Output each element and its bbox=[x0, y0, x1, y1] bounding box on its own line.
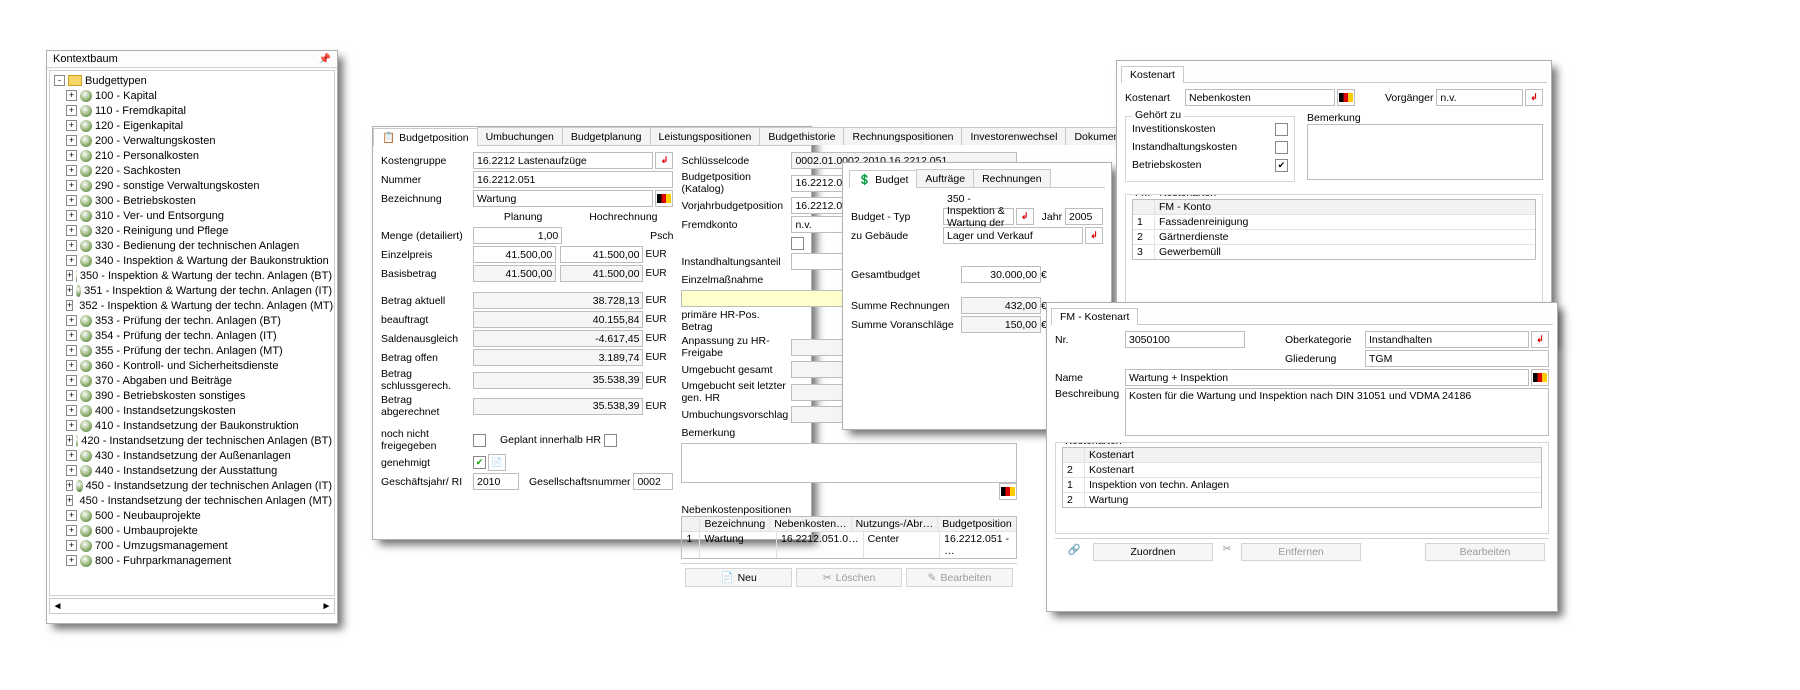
bez-field[interactable]: Wartung bbox=[473, 190, 653, 207]
budgetpos-panel: 📋BudgetpositionUmbuchungenBudgetplanungL… bbox=[372, 126, 812, 540]
tree-item[interactable]: 120 - Eigenkapital bbox=[52, 118, 334, 133]
geb-pick-icon[interactable]: ↲ bbox=[1085, 227, 1103, 244]
tree-title: Kontextbaum bbox=[53, 53, 118, 65]
tree-item[interactable]: 370 - Abgaben und Beiträge bbox=[52, 373, 334, 388]
tree-item[interactable]: 220 - Sachkosten bbox=[52, 163, 334, 178]
tree-item[interactable]: 600 - Umbauprojekte bbox=[52, 523, 334, 538]
chk-nicht-freigegeben[interactable] bbox=[473, 434, 486, 447]
tree-panel: Kontextbaum 📌 Budgettypen 100 - Kapital1… bbox=[46, 50, 338, 624]
tab-budgetplanung[interactable]: Budgetplanung bbox=[562, 127, 651, 145]
genehmigt-info-icon[interactable]: 📄 bbox=[488, 454, 506, 471]
oberkat-pick-icon[interactable]: ↲ bbox=[1531, 331, 1549, 348]
tree-item[interactable]: 700 - Umzugsmanagement bbox=[52, 538, 334, 553]
tree-item[interactable]: 200 - Verwaltungskosten bbox=[52, 133, 334, 148]
tree-item[interactable]: 100 - Kapital bbox=[52, 88, 334, 103]
tab-investorenwechsel[interactable]: Investorenwechsel bbox=[961, 127, 1066, 145]
table-row[interactable]: 1Fassadenreinigung bbox=[1133, 215, 1535, 230]
budgetpos-tabs: 📋BudgetpositionUmbuchungenBudgetplanungL… bbox=[373, 127, 811, 146]
tree-item[interactable]: 330 - Bedienung der technischen Anlagen bbox=[52, 238, 334, 253]
tab-aufträge[interactable]: Aufträge bbox=[916, 169, 974, 187]
tree-item[interactable]: 440 - Instandsetzung der Ausstattung bbox=[52, 463, 334, 478]
tree-item[interactable]: 450 - Instandsetzung der technischen Anl… bbox=[52, 478, 334, 493]
tree-item[interactable]: 450 - Instandsetzung der technischen Anl… bbox=[52, 493, 334, 508]
table-row[interactable]: 1Inspektion von techn. Anlagen bbox=[1063, 478, 1541, 493]
tree-item[interactable]: 420 - Instandsetzung der technischen Anl… bbox=[52, 433, 334, 448]
tree-item[interactable]: 340 - Inspektion & Wartung der Baukonstr… bbox=[52, 253, 334, 268]
pin-icon[interactable]: 📌 bbox=[319, 54, 331, 65]
budget-tabs: 💲BudgetAufträgeRechnungen bbox=[849, 169, 1105, 188]
entfernen-button[interactable]: Entfernen bbox=[1241, 543, 1361, 561]
typ-pick-icon[interactable]: ↲ bbox=[1016, 208, 1034, 225]
chk-small[interactable] bbox=[791, 237, 804, 250]
chk-invest[interactable] bbox=[1275, 123, 1288, 136]
tab-umbuchungen[interactable]: Umbuchungen bbox=[477, 127, 563, 145]
chk-genehmigt[interactable]: ✔ bbox=[473, 456, 486, 469]
tree-root[interactable]: Budgettypen bbox=[52, 73, 334, 88]
zuordnen-button[interactable]: Zuordnen bbox=[1093, 543, 1213, 561]
tree-item[interactable]: 430 - Instandsetzung der Außenanlagen bbox=[52, 448, 334, 463]
tab-rechnungen[interactable]: Rechnungen bbox=[973, 169, 1051, 187]
fmk-bearbeiten-button[interactable]: Bearbeiten bbox=[1425, 543, 1545, 561]
tree-item[interactable]: 110 - Fremdkapital bbox=[52, 103, 334, 118]
tree-item[interactable]: 310 - Ver- und Entsorgung bbox=[52, 208, 334, 223]
tab-budget[interactable]: 💲Budget bbox=[849, 170, 917, 188]
bemerkung-flag-icon[interactable] bbox=[999, 483, 1017, 500]
kt-table[interactable]: Kostenart 2Kostenart1Inspektion von tech… bbox=[1062, 447, 1542, 508]
tree-item[interactable]: 355 - Prüfung der techn. Anlagen (MT) bbox=[52, 343, 334, 358]
chk-betrieb[interactable]: ✔ bbox=[1275, 159, 1288, 172]
tree-header: Kontextbaum 📌 bbox=[47, 51, 337, 68]
tree-item[interactable]: 390 - Betriebskosten sonstiges bbox=[52, 388, 334, 403]
ka-bemerkung-area[interactable] bbox=[1307, 124, 1543, 180]
tab-kostenart[interactable]: Kostenart bbox=[1121, 66, 1184, 83]
tree-item[interactable]: 800 - Fuhrparkmanagement bbox=[52, 553, 334, 568]
bemerkung-area[interactable] bbox=[681, 443, 1016, 483]
tree-item[interactable]: 300 - Betriebskosten bbox=[52, 193, 334, 208]
tab-budgetposition[interactable]: 📋Budgetposition bbox=[373, 128, 478, 146]
neu-button[interactable]: 📄Neu bbox=[685, 568, 791, 587]
bearbeiten-button[interactable]: ✎Bearbeiten bbox=[906, 568, 1012, 587]
tree-item[interactable]: 410 - Instandsetzung der Baukonstruktion bbox=[52, 418, 334, 433]
tree-item[interactable]: 353 - Prüfung der techn. Anlagen (BT) bbox=[52, 313, 334, 328]
table-row[interactable]: 2Kostenart bbox=[1063, 463, 1541, 478]
tree-scroll-x[interactable]: ◄► bbox=[49, 598, 335, 614]
fmkostenart-panel: FM - Kostenart Nr. 3050100 Oberkategorie… bbox=[1046, 302, 1558, 612]
nummer-field[interactable]: 16.2212.051 bbox=[473, 171, 673, 188]
chk-instand[interactable] bbox=[1275, 141, 1288, 154]
tab-budgethistorie[interactable]: Budgethistorie bbox=[759, 127, 844, 145]
table-row[interactable]: 3Gewerbemüll bbox=[1133, 245, 1535, 259]
tree-item[interactable]: 350 - Inspektion & Wartung der techn. An… bbox=[52, 268, 334, 283]
tree-item[interactable]: 352 - Inspektion & Wartung der techn. An… bbox=[52, 298, 334, 313]
table-row[interactable]: 2Wartung bbox=[1063, 493, 1541, 507]
vorg-pick-icon[interactable]: ↲ bbox=[1525, 89, 1543, 106]
tree-item[interactable]: 210 - Personalkosten bbox=[52, 148, 334, 163]
tab-fmkostenart[interactable]: FM - Kostenart bbox=[1051, 308, 1138, 325]
tree-item[interactable]: 360 - Kontroll- und Sicherheitsdienste bbox=[52, 358, 334, 373]
ka-flag-icon[interactable] bbox=[1337, 89, 1355, 106]
chk-geplant-hr[interactable] bbox=[604, 434, 617, 447]
tree-item[interactable]: 500 - Neubauprojekte bbox=[52, 508, 334, 523]
nk-table[interactable]: BezeichnungNebenkosten…Nutzungs-/Abr…Bud… bbox=[681, 516, 1016, 559]
table-row[interactable]: 2Gärtnerdienste bbox=[1133, 230, 1535, 245]
kostengruppe-field[interactable]: 16.2212 Lastenaufzüge bbox=[473, 152, 653, 169]
fm-table[interactable]: FM - Konto 1Fassadenreinigung2Gärtnerdie… bbox=[1132, 199, 1536, 260]
tree-item[interactable]: 354 - Prüfung der techn. Anlagen (IT) bbox=[52, 328, 334, 343]
kg-pick-icon[interactable]: ↲ bbox=[655, 152, 673, 169]
tree-item[interactable]: 320 - Reinigung und Pflege bbox=[52, 223, 334, 238]
tab-leistungspositionen[interactable]: Leistungspositionen bbox=[650, 127, 761, 145]
tree-item[interactable]: 400 - Instandsetzungskosten bbox=[52, 403, 334, 418]
flag-icon[interactable] bbox=[655, 190, 673, 207]
tree-item[interactable]: 290 - sonstige Verwaltungskosten bbox=[52, 178, 334, 193]
tree-body[interactable]: Budgettypen 100 - Kapital110 - Fremdkapi… bbox=[49, 70, 335, 596]
tab-rechnungspositionen[interactable]: Rechnungspositionen bbox=[843, 127, 962, 145]
tree-item[interactable]: 351 - Inspektion & Wartung der techn. An… bbox=[52, 283, 334, 298]
loeschen-button[interactable]: ✂Löschen bbox=[796, 568, 902, 587]
name-flag-icon[interactable] bbox=[1531, 369, 1549, 386]
